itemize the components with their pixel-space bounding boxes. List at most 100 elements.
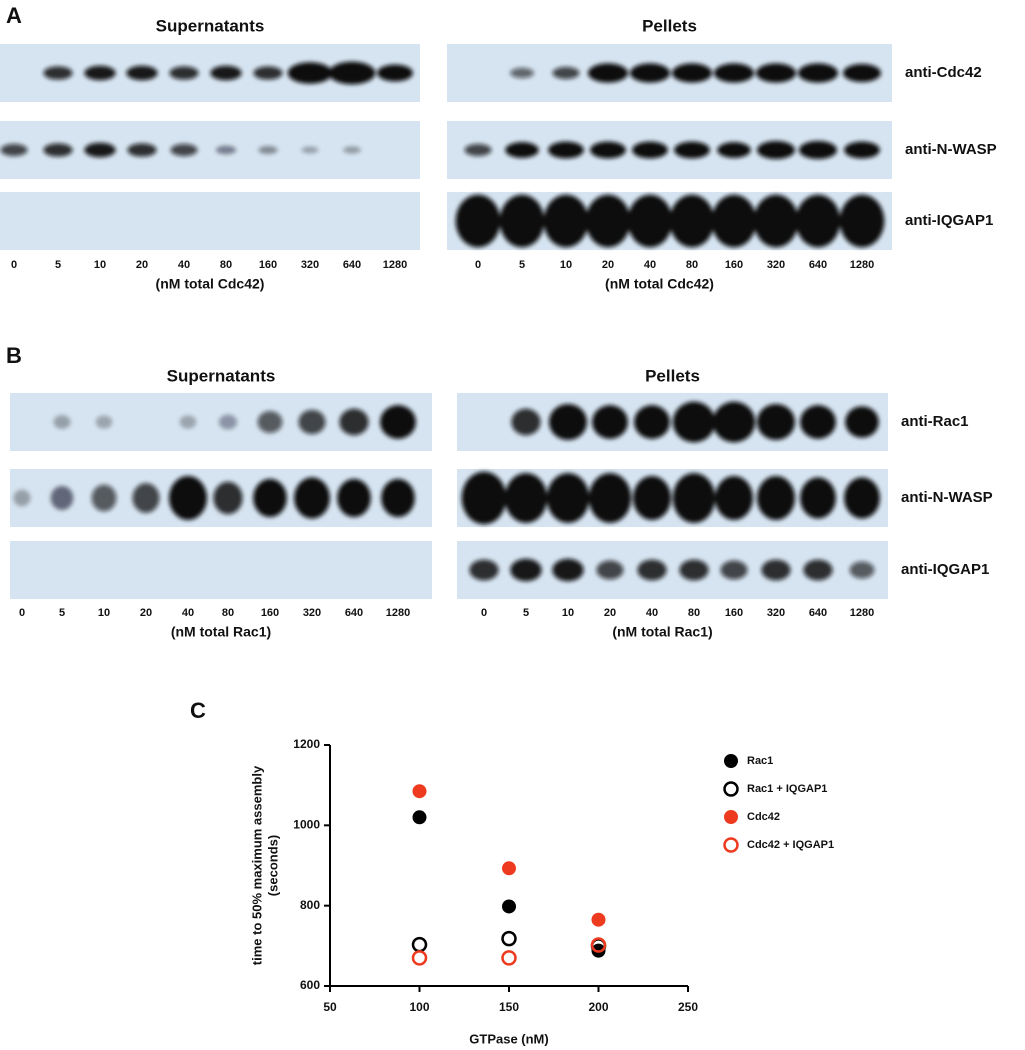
band	[510, 558, 542, 582]
band	[800, 405, 836, 439]
unit-label: (nM total Cdc42)	[605, 276, 714, 292]
bands	[510, 63, 881, 83]
band	[339, 408, 369, 436]
lane-label: 80	[222, 607, 234, 619]
row-label: anti-N-WASP	[901, 489, 993, 506]
band	[215, 145, 237, 155]
band	[755, 63, 797, 83]
band	[548, 141, 584, 159]
band	[672, 401, 716, 443]
lane-label: 1280	[383, 259, 407, 271]
band	[543, 194, 589, 248]
point	[411, 936, 428, 953]
blot	[0, 192, 420, 250]
section-title: Pellets	[642, 16, 697, 35]
band	[511, 408, 541, 436]
x-axis-label: GTPase (nM)	[469, 1031, 548, 1046]
band	[590, 141, 626, 159]
band	[253, 478, 287, 518]
lane-label: 320	[303, 607, 321, 619]
lane-label: 640	[809, 259, 827, 271]
band	[592, 405, 628, 439]
band	[549, 404, 587, 440]
bands	[469, 558, 875, 582]
band	[461, 471, 507, 525]
lane-label: 10	[562, 607, 574, 619]
point	[591, 912, 606, 927]
y-tick-label: 1200	[293, 737, 320, 751]
band	[717, 142, 751, 158]
lane-label: 20	[140, 607, 152, 619]
band	[720, 560, 748, 580]
band	[132, 483, 160, 513]
lane-label: 160	[725, 259, 743, 271]
band	[343, 146, 361, 154]
lane-label: 320	[767, 259, 785, 271]
lane-label: 160	[259, 259, 277, 271]
band	[464, 143, 492, 157]
y-axis-label: (seconds)	[265, 835, 280, 896]
point	[590, 937, 607, 953]
band	[213, 481, 243, 515]
row-label: anti-IQGAP1	[905, 212, 993, 229]
section-title: Pellets	[645, 366, 700, 385]
band	[671, 63, 713, 83]
lane-label: 80	[686, 259, 698, 271]
y-tick-label: 600	[300, 978, 320, 992]
band	[674, 141, 710, 159]
legend-marker	[724, 754, 738, 768]
band	[669, 194, 715, 248]
band	[845, 406, 879, 438]
band	[632, 141, 668, 159]
band	[380, 405, 416, 439]
band	[504, 473, 548, 523]
band	[757, 141, 795, 159]
panel-label: C	[190, 698, 206, 723]
band	[179, 415, 197, 429]
x-tick-label: 200	[588, 1000, 608, 1014]
band	[218, 414, 238, 430]
band	[127, 143, 157, 157]
band	[627, 194, 673, 248]
legend-label: Cdc42	[747, 811, 780, 823]
lane-label: 0	[11, 259, 17, 271]
lane-label: 0	[19, 607, 25, 619]
legend-marker	[724, 810, 738, 824]
band	[757, 404, 795, 440]
lane-label: 80	[688, 607, 700, 619]
band	[301, 146, 319, 154]
band	[253, 66, 283, 80]
row-label: anti-N-WASP	[905, 141, 997, 158]
bands	[53, 405, 416, 439]
lane-label: 40	[178, 259, 190, 271]
band	[43, 66, 73, 80]
point	[501, 950, 517, 966]
legend-marker	[723, 781, 739, 797]
lane-label: 40	[646, 607, 658, 619]
lane-label: 0	[481, 607, 487, 619]
band	[53, 415, 71, 429]
band	[210, 65, 242, 81]
band	[633, 476, 671, 520]
band	[761, 559, 791, 581]
band	[588, 473, 632, 523]
band	[552, 66, 580, 80]
band	[637, 559, 667, 581]
bands	[461, 471, 880, 525]
band	[552, 558, 584, 582]
point	[412, 810, 427, 825]
unit-label: (nM total Cdc42)	[156, 276, 265, 292]
lane-label: 5	[519, 259, 525, 271]
blot	[10, 541, 432, 599]
unit-label: (nM total Rac1)	[171, 624, 271, 640]
band	[679, 559, 709, 581]
band	[377, 64, 413, 82]
band	[381, 478, 415, 518]
bands	[455, 194, 885, 248]
bands	[464, 141, 880, 159]
band	[713, 63, 755, 83]
lane-label: 20	[604, 607, 616, 619]
band	[95, 415, 113, 429]
band	[169, 476, 207, 520]
lane-label: 320	[767, 607, 785, 619]
